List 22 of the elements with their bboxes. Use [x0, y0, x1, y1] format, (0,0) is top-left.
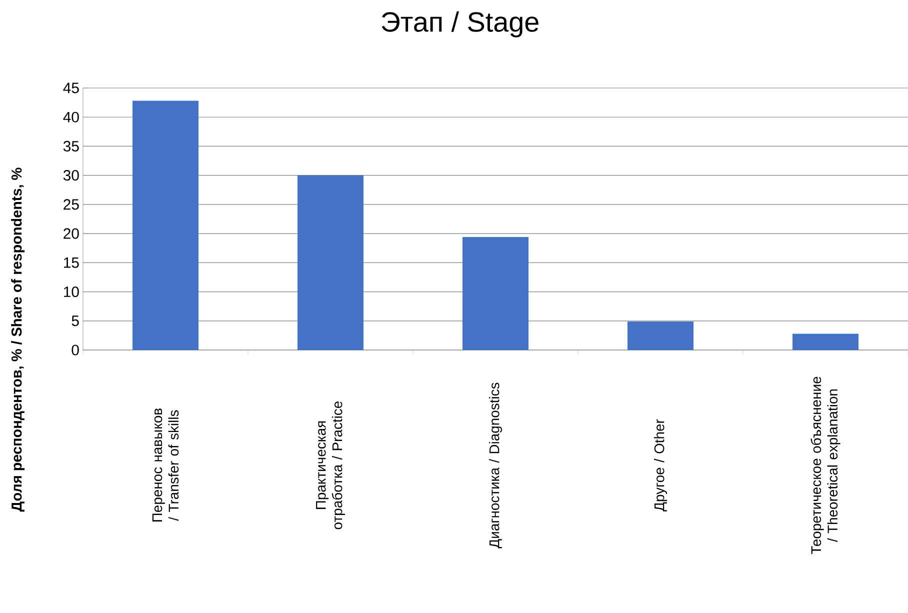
x-tick-label: Диагностика / Diagnostics [489, 382, 502, 548]
y-tick-label: 15 [64, 257, 79, 268]
y-tick-label: 0 [72, 344, 79, 356]
y-tick-label: 5 [72, 316, 79, 326]
y-axis-title: Доля респондентов, % / Share of respondents, % [11, 168, 25, 512]
y-tick-label: 30 [63, 170, 79, 181]
x-tick-label: Практическая отработка / Practice [316, 401, 345, 530]
bar [628, 321, 694, 350]
x-tick-label: Другое / Other [654, 419, 667, 512]
bar [132, 100, 198, 350]
y-tick-label: 45 [63, 82, 79, 94]
bar [792, 334, 859, 350]
y-tick-label: 25 [64, 199, 79, 210]
bar [298, 175, 364, 350]
y-tick-label: 35 [63, 140, 79, 152]
y-tick-label: 20 [64, 228, 79, 239]
y-tick-label: 40 [63, 112, 79, 122]
bar [462, 237, 529, 350]
x-tick-label: Перенос навыков / Transfer of skills [152, 408, 179, 522]
x-tick-label: Теоретическое объяснение / Theoretical explanation [810, 376, 840, 554]
chart-title: Этап / Stage [382, 11, 538, 38]
y-tick-label: 10 [64, 286, 79, 298]
